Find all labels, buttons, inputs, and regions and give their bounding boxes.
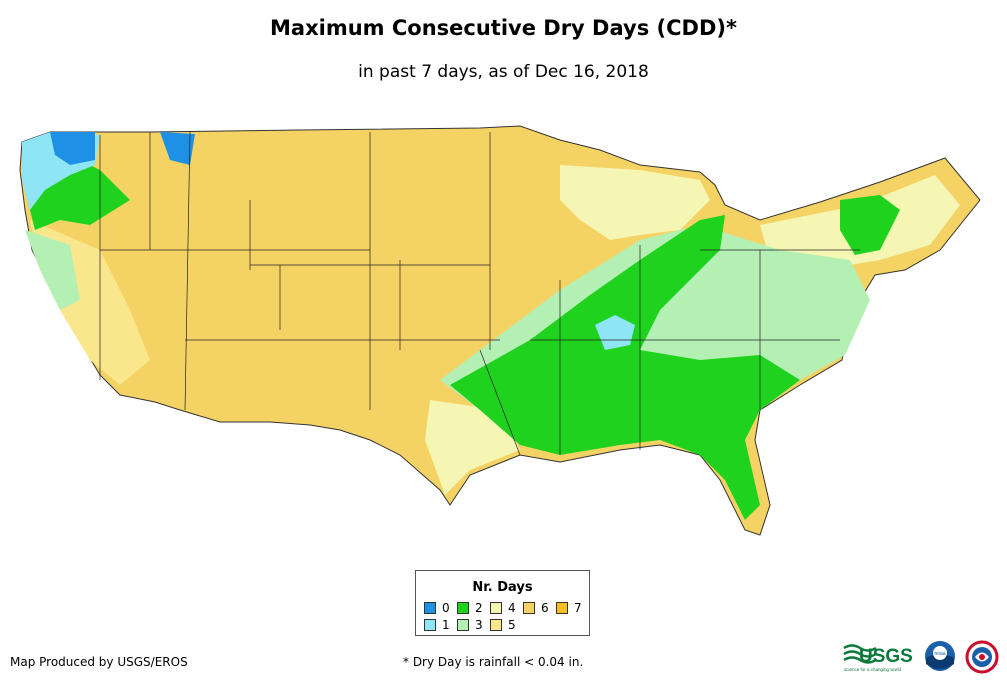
legend-swatch [457, 602, 469, 614]
legend-item-7: 7 [556, 602, 582, 614]
legend-item-3: 3 [457, 619, 483, 631]
zone-0-days [50, 132, 95, 165]
zone-1-days [595, 315, 635, 350]
agency-logos: USGS science for a changing world noaa [843, 640, 999, 674]
map-credit: Map Produced by USGS/EROS [10, 655, 188, 669]
legend-swatch [523, 602, 535, 614]
usgs-logo: USGS science for a changing world [843, 644, 913, 672]
svg-text:science for a changing world: science for a changing world [844, 667, 902, 672]
zone-2-days [450, 215, 800, 520]
zone-4-days [560, 165, 710, 240]
zone-0-days [160, 132, 195, 165]
map-subtitle: in past 7 days, as of Dec 16, 2018 [358, 62, 649, 82]
legend-item-1: 1 [424, 619, 450, 631]
map-title: Maximum Consecutive Dry Days (CDD)* [270, 16, 737, 40]
us-dry-days-map [19, 125, 981, 536]
legend-swatch [490, 619, 502, 631]
zone-3-days [25, 230, 80, 310]
zone-2-days [840, 195, 900, 255]
legend-swatch [556, 602, 568, 614]
legend-swatch [457, 619, 469, 631]
legend-item-4: 4 [490, 602, 516, 614]
legend-swatch [424, 619, 436, 631]
legend: Nr. Days 0 1 2 3 4 5 6 7 [415, 570, 590, 636]
legend-item-2: 2 [457, 602, 483, 614]
legend-item-0: 0 [424, 602, 450, 614]
legend-item-5: 5 [490, 619, 516, 631]
legend-item-6: 6 [523, 602, 549, 614]
svg-text:noaa: noaa [934, 651, 945, 657]
legend-swatch [424, 602, 436, 614]
footnote: * Dry Day is rainfall < 0.04 in. [403, 655, 584, 669]
legend-swatch [490, 602, 502, 614]
svg-text:USGS: USGS [859, 646, 913, 667]
nws-logo [965, 640, 999, 674]
legend-title: Nr. Days [472, 580, 533, 595]
state-borders [99, 131, 860, 456]
noaa-logo: noaa [925, 641, 955, 671]
